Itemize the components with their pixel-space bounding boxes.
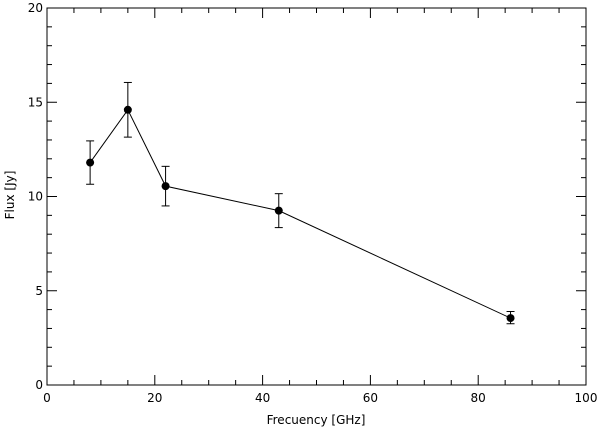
y-tick-label: 10	[28, 190, 43, 204]
x-axis-label: Frecuency [GHz]	[267, 413, 366, 427]
plot-frame	[46, 7, 587, 386]
y-tick-label: 5	[35, 284, 43, 298]
x-tick-label: 80	[471, 391, 486, 405]
x-tick-label: 20	[147, 391, 162, 405]
x-tick-label: 0	[43, 391, 51, 405]
x-tick-label: 100	[575, 391, 598, 405]
y-axis-label: Flux [Jy]	[3, 171, 17, 220]
x-tick-label: 60	[363, 391, 378, 405]
y-tick-label: 0	[35, 378, 43, 392]
y-tick-label: 20	[28, 1, 43, 15]
data-point	[506, 314, 515, 323]
series-line	[89, 108, 511, 319]
x-tick-label: 40	[255, 391, 270, 405]
data-point	[274, 206, 283, 215]
data-point	[86, 158, 95, 167]
y-tick-label: 15	[28, 95, 43, 109]
data-point	[161, 182, 170, 191]
data-point	[123, 105, 132, 114]
